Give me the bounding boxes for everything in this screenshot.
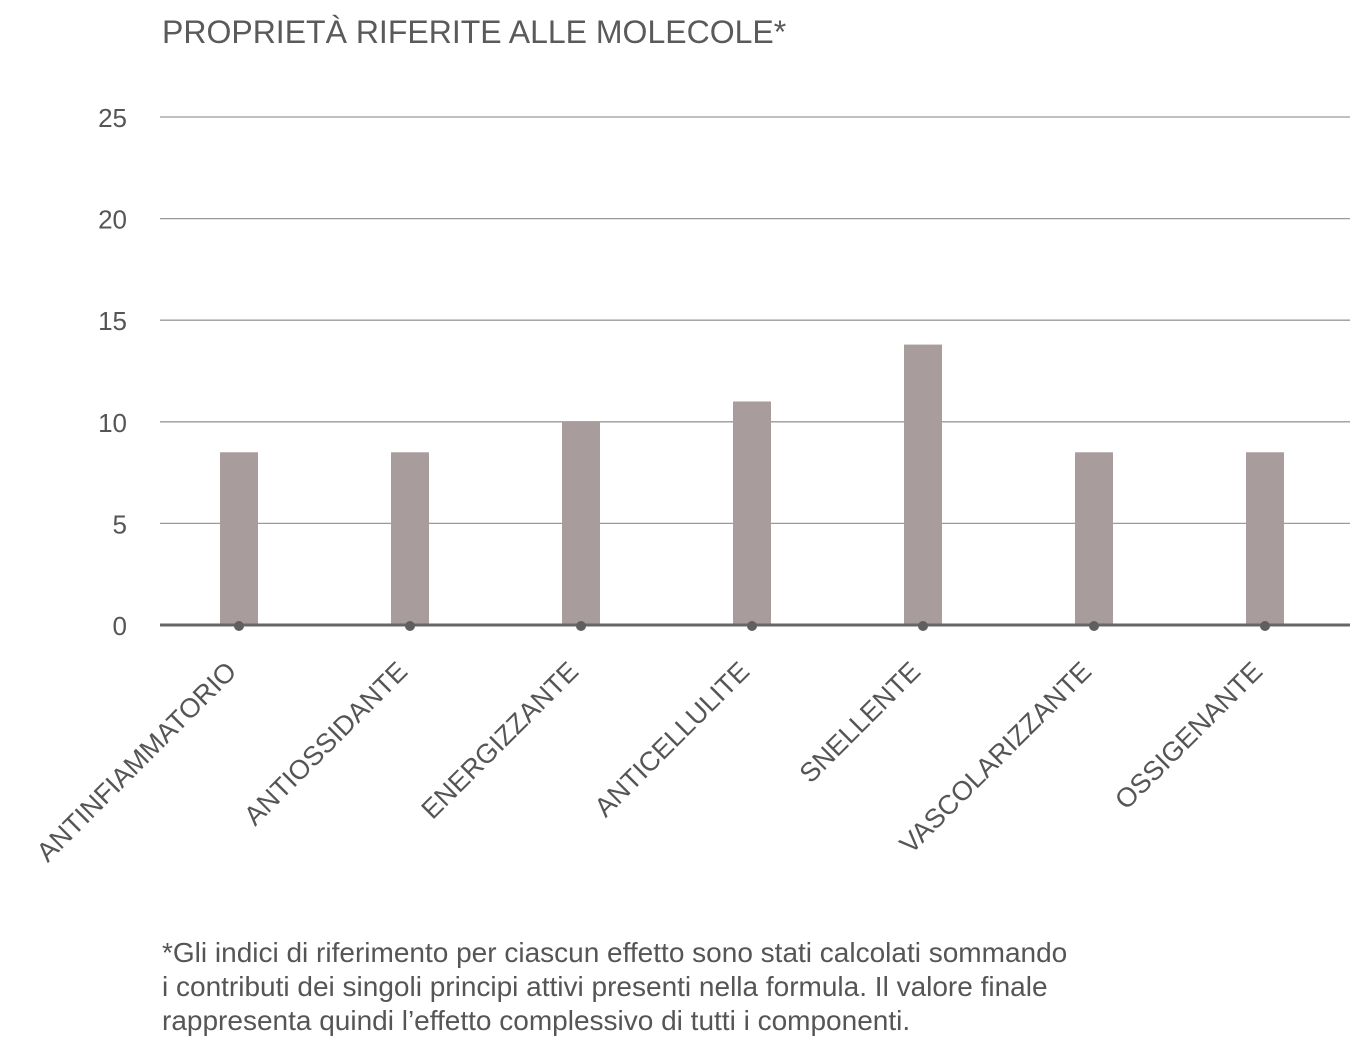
bar	[1075, 452, 1113, 625]
bar	[220, 452, 258, 625]
footnote: *Gli indici di riferimento per ciascun e…	[162, 936, 1312, 1038]
bar-marker	[747, 621, 757, 631]
x-tick-label: ANTIOSSIDANTE	[238, 656, 413, 831]
y-tick-label: 20	[98, 205, 127, 235]
bar-marker	[576, 621, 586, 631]
bar-marker	[234, 621, 244, 631]
bar-markers	[234, 621, 1270, 631]
bar	[562, 421, 600, 625]
y-tick-label: 10	[98, 408, 127, 438]
bar-chart: 0 5 10 15 20 25 ANTINFIAMMATORIOANTIOSSIDANTE…	[31, 103, 1350, 867]
bar	[1246, 452, 1284, 625]
footnote-line-2: i contributi dei singoli principi attivi…	[162, 971, 1048, 1002]
y-tick-label: 15	[98, 306, 127, 336]
footnote-line-3: rappresenta quindi l’effetto complessivo…	[162, 1005, 911, 1036]
bar	[391, 452, 429, 625]
x-tick-label: ANTICELLULITE	[589, 656, 756, 823]
bar-marker	[1260, 621, 1270, 631]
bar	[733, 401, 771, 625]
chart-title: PROPRIETÀ RIFERITE ALLE MOLECOLE*	[162, 14, 787, 50]
y-tick-label: 5	[113, 509, 127, 539]
y-tick-label: 25	[98, 103, 127, 133]
bar	[904, 344, 942, 625]
bar-marker	[1089, 621, 1099, 631]
x-tick-label: ENERGIZZANTE	[416, 656, 585, 825]
bar-marker	[405, 621, 415, 631]
bar-marker	[918, 621, 928, 631]
x-tick-label: VASCOLARIZZANTE	[894, 656, 1097, 859]
x-tick-label: ANTINFIAMMATORIO	[31, 656, 242, 867]
y-axis-ticks: 0 5 10 15 20 25	[98, 103, 127, 641]
footnote-line-1: *Gli indici di riferimento per ciascun e…	[162, 937, 1068, 968]
bars	[220, 344, 1284, 625]
x-tick-label: SNELLENTE	[794, 656, 927, 789]
y-tick-label: 0	[113, 611, 127, 641]
x-tick-label: OSSIGENANTE	[1109, 656, 1268, 815]
